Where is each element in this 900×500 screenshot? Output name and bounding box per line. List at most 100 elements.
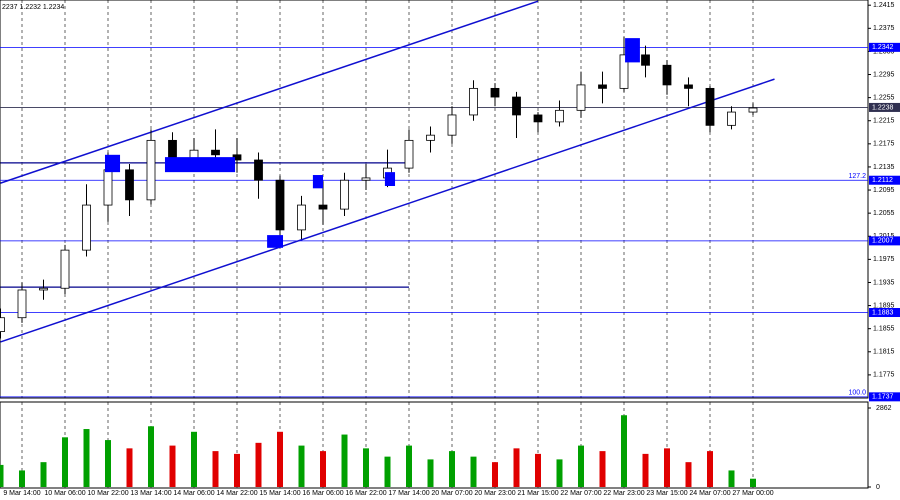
y-tick-label: 1.1815 [873,349,895,356]
x-tick-label: 9 Mar 14:00 [3,490,40,497]
x-tick-label: 23 Mar 15:00 [646,490,687,497]
candle-body [17,289,27,319]
volume-bar [320,451,326,487]
candle-body [254,159,263,181]
candle-body [146,139,156,201]
candle-body [469,87,478,116]
candle-body [684,84,693,89]
volume-bar [492,462,498,487]
volume-bar [298,445,305,487]
candle-body [39,287,48,291]
trend-line [0,78,775,343]
x-tick-label: 15 Mar 14:00 [259,490,300,497]
candle-body [727,111,736,126]
level-price-box [869,308,900,318]
chart-title: 2237 1.2232 1.2234 [2,4,64,11]
zone-box [267,235,284,248]
candle-body [705,87,715,126]
level-price-box [869,42,900,52]
volume-bar [341,434,348,487]
zone-box [625,38,640,63]
volume-bar [83,429,90,487]
candle-body [555,109,564,123]
price-panel [0,0,869,399]
y-tick-label: 1.2055 [873,210,895,217]
volume-bar [191,431,197,487]
volume-bar [40,462,47,487]
volume-bar [406,445,412,487]
volume-tick-label: 0 [876,484,880,491]
volume-bar [62,437,68,487]
x-tick-label: 16 Mar 06:00 [302,490,343,497]
volume-bar [642,453,649,487]
y-tick-label: 1.1775 [873,372,895,379]
level-price-label: 1.2342 [872,44,894,51]
volume-bar [599,451,606,487]
volume-bar [148,426,154,487]
volume-bar [427,459,434,487]
volume-bar [449,451,455,487]
zone-box [384,172,396,187]
level-price-box [869,102,900,112]
candle-body [512,96,521,116]
volume-bar [277,431,283,487]
candle-body [447,114,457,136]
volume-bar [470,456,477,487]
y-tick-label: 1.2215 [873,118,895,125]
volume-bar [750,478,756,487]
candle-body [168,139,177,161]
y-tick-label: 1.2415 [873,2,895,9]
volume-bar [126,448,133,487]
x-tick-label: 16 Mar 22:00 [345,490,386,497]
volume-bar [578,445,584,487]
volume-tick-label: 2862 [876,405,892,412]
level-price-label: 1.1883 [872,309,894,316]
zone-box [164,157,236,173]
volume-bar [105,440,111,487]
volume-bar [19,470,25,487]
volume-bar [535,453,541,487]
volume-bar [0,464,4,487]
x-tick-label: 20 Mar 23:00 [474,490,515,497]
level-price-box [869,175,900,185]
volume-bar [513,448,520,487]
candle-body [340,179,349,210]
candle-body [426,134,435,141]
candle-body [490,87,500,98]
candle-body [641,54,650,66]
x-tick-label: 21 Mar 15:00 [517,490,558,497]
trend-line [0,0,539,184]
candle-body [576,84,586,111]
x-tick-label: 14 Mar 06:00 [173,490,214,497]
volume-bar [212,451,219,487]
x-tick-label: 14 Mar 22:00 [216,490,257,497]
x-tick-label: 24 Mar 07:00 [689,490,730,497]
volume-bar [685,462,692,487]
volume-bar [234,453,240,487]
candle-body [0,317,5,332]
volume-bar [664,448,670,487]
y-tick-label: 1.1855 [873,326,895,333]
candle-body [60,249,70,289]
y-tick-label: 1.2295 [873,71,895,78]
candle-body [619,54,629,89]
fib-label: 127.2 [848,173,866,180]
candle-body [533,114,543,123]
volume-panel [0,401,869,489]
candle-body [361,177,371,181]
fib-label: 100.0 [848,390,866,397]
x-tick-label: 22 Mar 23:00 [603,490,644,497]
x-tick-label: 27 Mar 00:00 [732,490,773,497]
volume-bar [556,459,563,487]
candle-body [662,64,672,86]
x-tick-label: 17 Mar 14:00 [388,490,429,497]
candle-body [211,149,220,156]
x-tick-label: 20 Mar 07:00 [431,490,472,497]
y-tick-label: 1.2375 [873,25,895,32]
y-tick-label: 1.1935 [873,279,895,286]
candle-body [275,179,285,231]
candle-body [598,84,607,89]
level-price-label: 1.2238 [872,104,894,111]
volume-bar [169,445,176,487]
